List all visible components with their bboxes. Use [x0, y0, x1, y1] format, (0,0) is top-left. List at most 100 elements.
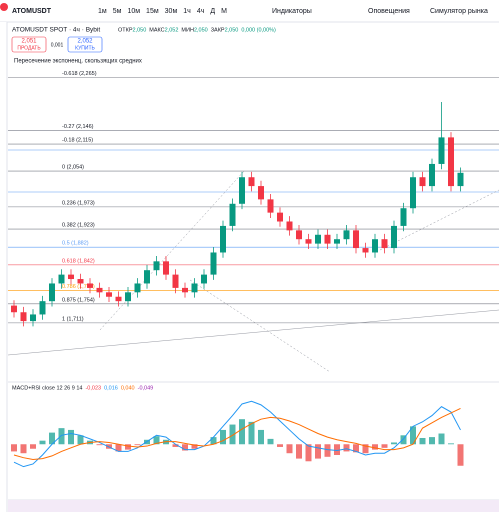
interval[interactable]: 4ч — [197, 8, 205, 15]
legend-title: ATOMUSDT SPOT · 4ч · Bybit — [12, 27, 100, 34]
ohlc-value: 2,050 — [225, 27, 239, 33]
candle-body — [334, 239, 340, 244]
candle-body — [144, 270, 150, 284]
histogram-bar — [457, 444, 464, 466]
histogram-bar — [267, 438, 274, 445]
histogram-bar — [220, 429, 226, 445]
ohlc-value: 2,052 — [165, 27, 179, 33]
candle-body — [429, 163, 435, 187]
candle-body — [125, 292, 131, 302]
candle-body — [315, 234, 321, 244]
histogram-bar — [277, 444, 283, 447]
histogram-bar — [68, 429, 74, 445]
macd-line — [13, 407, 461, 460]
histogram-bar — [429, 437, 435, 445]
candle-body — [248, 177, 255, 187]
candle-body — [153, 261, 160, 271]
fib-label: 0.382 (1,923) — [62, 222, 95, 228]
interval[interactable]: 1м — [98, 8, 107, 15]
histogram-bar — [305, 444, 312, 462]
histogram-bar — [296, 444, 302, 459]
histogram-bar — [400, 435, 407, 445]
histogram-bar — [134, 444, 141, 446]
histogram-bar — [343, 444, 350, 452]
histogram-bar — [20, 444, 27, 454]
histogram-bar — [410, 426, 416, 445]
fib-label: 0.875 (1,754) — [62, 297, 95, 303]
candle-body — [134, 283, 141, 293]
sell-button[interactable] — [11, 36, 47, 53]
candle-body — [391, 225, 397, 249]
fib-label: 0 (2,054) — [62, 164, 84, 170]
interval[interactable]: 5м — [113, 8, 122, 15]
fib-label: -0.18 (2,115) — [62, 137, 93, 143]
histogram-bar — [49, 432, 55, 445]
indicator-title: Пересечение экспоненц. скользящих средни… — [14, 59, 142, 65]
macd-readouts: -0,023 0,016 0,040 -0,049 — [85, 385, 153, 391]
candle-body — [20, 312, 27, 322]
histogram-bar — [438, 433, 445, 445]
fib-label: -0.618 (2,265) — [62, 71, 97, 77]
fib-label: 1 (1,711) — [62, 316, 84, 322]
alerts-button[interactable]: Оповещения — [368, 8, 410, 15]
fib-label: 0.618 (1,842) — [62, 258, 95, 264]
interval[interactable]: 1ч — [183, 8, 191, 15]
histogram-bar — [39, 440, 46, 445]
candle-body — [229, 203, 236, 226]
readout: 0,040 — [121, 385, 135, 391]
candle-body — [296, 230, 302, 240]
histogram-bar — [153, 436, 160, 445]
histogram-bar — [239, 419, 245, 445]
histogram-bar — [182, 444, 188, 451]
trend-line — [379, 189, 499, 251]
interval[interactable]: 30м — [165, 8, 178, 15]
ohlc-label: ЗАКР — [211, 27, 225, 33]
sell-price: 2,051 — [21, 39, 37, 45]
histogram-bar — [334, 444, 340, 456]
histogram-bar — [315, 444, 321, 459]
candle-body — [210, 252, 217, 275]
interval[interactable]: М — [221, 8, 227, 15]
candle-body — [77, 279, 84, 284]
ohlc-label: ОТКР — [118, 27, 133, 33]
candle-body — [419, 177, 426, 187]
fib-label: 0.236 (1,973) — [62, 200, 95, 206]
histogram-bar — [96, 444, 103, 446]
avatar[interactable] — [0, 3, 8, 11]
ohlc-value: 2,050 — [194, 27, 208, 33]
change: 0,000 (0,00%) — [241, 27, 276, 33]
candle-body — [267, 199, 274, 213]
histogram-bar — [286, 444, 293, 454]
interval[interactable]: 15м — [146, 8, 159, 15]
buy-button[interactable] — [67, 36, 103, 53]
candle-body — [220, 225, 226, 253]
histogram-bar — [419, 437, 426, 445]
candle-body — [362, 248, 369, 253]
histogram-bar — [115, 444, 122, 452]
histogram-bar — [172, 444, 179, 447]
candle-body — [201, 274, 207, 284]
macd-title: MACD+RSI close 12 26 9 14 — [12, 385, 82, 391]
histogram-bar — [353, 444, 359, 453]
candle-body — [239, 177, 245, 204]
candle-body — [258, 186, 264, 200]
interval[interactable]: Д — [210, 8, 215, 15]
sell-label: ПРОДАТЬ — [17, 45, 41, 51]
candle-body — [172, 274, 179, 288]
readout: -0,023 — [85, 385, 101, 391]
candle-body — [163, 261, 169, 275]
fib-label: 0.786 (1,784) — [62, 284, 95, 290]
candle-body — [30, 314, 36, 322]
candle-body — [106, 292, 112, 297]
ohlc: ОТКР 2,050 МАКС 2,052 МИН 2,050 ЗАКР 2,050 0,000… — [118, 27, 276, 33]
histogram-bar — [229, 424, 236, 445]
replay-button[interactable]: Симулятор рынка — [430, 8, 488, 15]
interval[interactable]: 10м — [127, 8, 140, 15]
candle-body — [182, 287, 188, 293]
ohlc-label: МАКС — [149, 27, 164, 33]
symbol[interactable]: ATOMUSDT — [12, 8, 52, 15]
indicators-button[interactable]: Индикаторы — [272, 8, 312, 15]
buy-label: КУПИТЬ — [75, 45, 95, 51]
histogram-bar — [258, 429, 264, 445]
